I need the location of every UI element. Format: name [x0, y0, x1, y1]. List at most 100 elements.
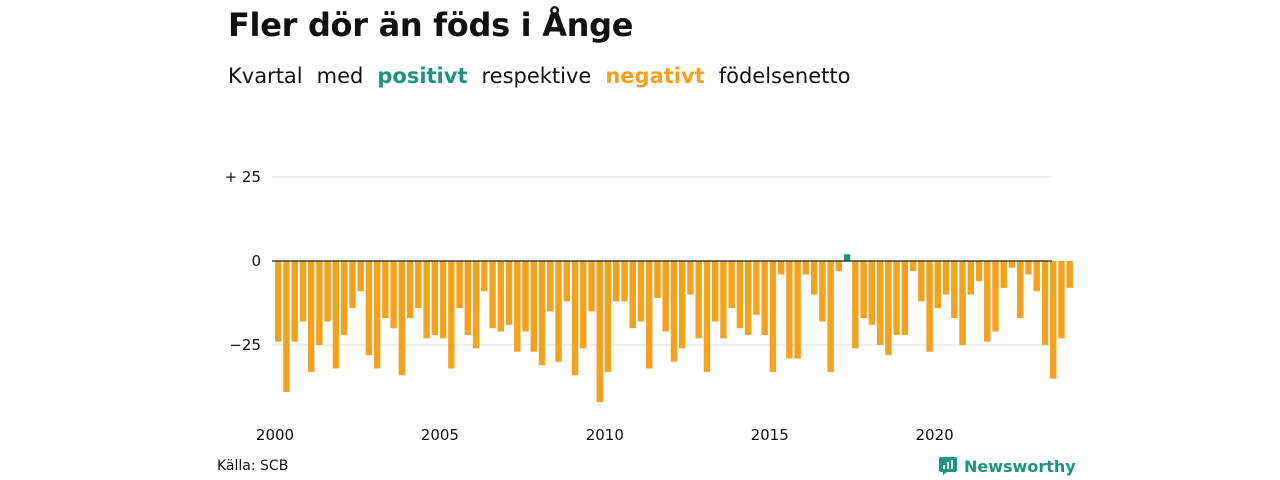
- bar: [505, 261, 513, 325]
- bar: [555, 261, 562, 362]
- bar: [695, 261, 702, 339]
- bar: [497, 261, 505, 332]
- bar: [357, 261, 364, 292]
- bar: [893, 261, 900, 335]
- bar: [885, 261, 892, 356]
- bar: [852, 261, 859, 349]
- bar: [876, 261, 884, 345]
- bar: [613, 261, 620, 302]
- bar: [753, 261, 760, 315]
- bar: [810, 261, 818, 295]
- bar: [942, 261, 950, 295]
- bar: [324, 261, 331, 322]
- bar: [736, 261, 744, 329]
- bar: [373, 261, 381, 369]
- bar: [596, 261, 603, 403]
- bar: [1000, 261, 1007, 288]
- bar: [646, 261, 653, 369]
- brand-logo: Newsworthy: [938, 456, 1076, 476]
- bar: [728, 261, 735, 309]
- bar: [860, 261, 867, 319]
- x-tick-label: 2020: [916, 426, 954, 444]
- bar: [1050, 261, 1057, 379]
- bar: [448, 261, 455, 369]
- bar: [299, 261, 307, 322]
- bar: [744, 261, 752, 335]
- bar: [464, 261, 472, 335]
- bar: [349, 261, 356, 309]
- subtitle-text-kvartal: Kvartal: [228, 64, 303, 88]
- bar: [621, 261, 628, 302]
- bar: [538, 261, 546, 366]
- bar: [909, 261, 917, 272]
- bar: [307, 261, 315, 372]
- bar: [390, 261, 397, 329]
- bar: [934, 261, 941, 309]
- bar: [580, 261, 587, 349]
- bar: [382, 261, 389, 319]
- bar: [670, 261, 678, 362]
- bar: [283, 261, 290, 393]
- subtitle-text-respektive: respektive: [481, 64, 592, 88]
- bar: [1066, 261, 1073, 288]
- bar: [769, 261, 777, 372]
- bar: [777, 261, 785, 275]
- bar: [1041, 261, 1049, 345]
- bar: [761, 261, 768, 335]
- bar: [629, 261, 636, 329]
- bar: [472, 261, 480, 349]
- x-tick-label: 2010: [586, 426, 624, 444]
- bar: [398, 261, 406, 376]
- newsworthy-logo-icon: [939, 457, 957, 475]
- bar: [1017, 261, 1024, 319]
- subtitle-text-fodelsenetto: födelsenetto: [718, 64, 851, 88]
- bar: [926, 261, 933, 352]
- bar: [843, 254, 851, 261]
- subtitle-negative-label: negativt: [605, 64, 705, 88]
- brand-name: Newsworthy: [964, 456, 1076, 476]
- bar: [835, 261, 843, 272]
- bar: [530, 261, 537, 352]
- bar: [547, 261, 554, 312]
- bar: [711, 261, 719, 322]
- y-tick-label: −25: [229, 336, 261, 354]
- bar: [959, 261, 966, 345]
- bar: [340, 261, 348, 335]
- y-tick-label: 0: [251, 252, 261, 270]
- bar: [637, 261, 645, 322]
- axis-layer: + 25 0 −25 2000 2005 2010 2015 2020: [225, 168, 1052, 444]
- bar: [522, 261, 529, 332]
- bar: [332, 261, 340, 369]
- bar: [992, 261, 999, 332]
- bar: [1058, 261, 1065, 339]
- bar: [481, 261, 488, 292]
- bar: [456, 261, 463, 309]
- bar: [406, 261, 414, 319]
- bar: [571, 261, 579, 376]
- chart-subtitle: Kvartal med positivt respektive negativt föde…: [228, 64, 864, 88]
- y-tick-label: + 25: [225, 168, 261, 186]
- bar: [786, 261, 793, 359]
- bar: [654, 261, 661, 298]
- bar: [967, 261, 974, 295]
- source-label: Källa: SCB: [217, 458, 289, 474]
- chart-title: Fler dör än föds i Ånge: [228, 6, 634, 44]
- bar: [1025, 261, 1032, 275]
- bar: [431, 261, 439, 335]
- bar: [316, 261, 323, 345]
- bar: [423, 261, 430, 339]
- bar: [720, 261, 727, 339]
- x-tick-label: 2015: [751, 426, 789, 444]
- bar-layer: [275, 254, 1073, 403]
- bar: [415, 261, 422, 309]
- x-tick-label: 2005: [421, 426, 459, 444]
- subtitle-positive-label: positivt: [377, 64, 468, 88]
- bar: [514, 261, 521, 352]
- bar: [365, 261, 373, 356]
- bar: [975, 261, 983, 282]
- bar: [563, 261, 570, 302]
- bar: [489, 261, 496, 329]
- bar: [679, 261, 686, 349]
- bar: [439, 261, 447, 339]
